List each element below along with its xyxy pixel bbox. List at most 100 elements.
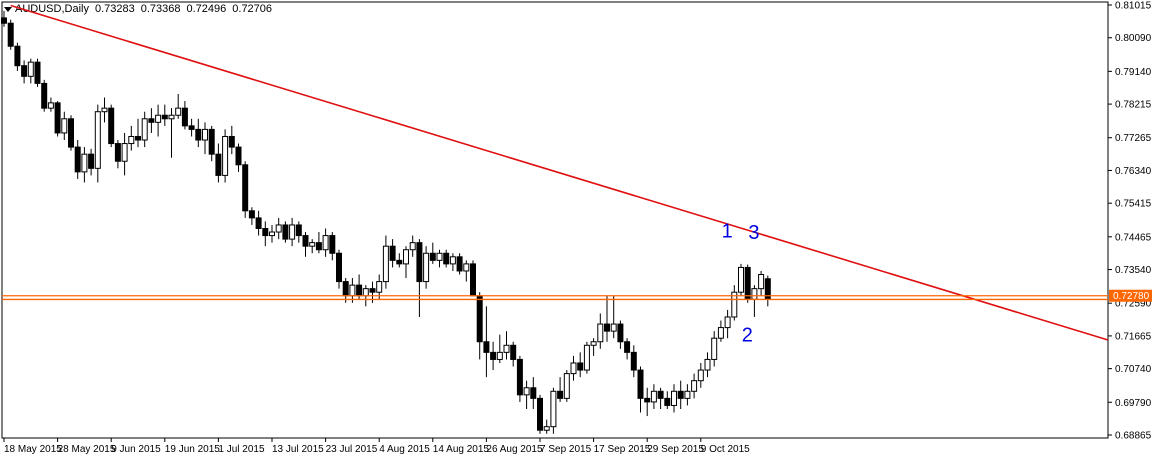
wave-label-2: 2: [742, 325, 753, 347]
candle-body: [61, 118, 68, 134]
candle-body: [88, 153, 95, 169]
candle-body: [617, 323, 624, 343]
candle-body: [550, 390, 557, 428]
price-tick-label: 0.81015: [1115, 1, 1152, 12]
candle-body: [262, 227, 269, 237]
candle-body: [376, 281, 383, 293]
time-tick-label: 29 Sep 2015: [647, 444, 704, 455]
candle-body: [577, 362, 584, 371]
candle-body: [429, 252, 436, 261]
time-tick-label: 19 Jun 2015: [165, 444, 220, 455]
candle-body: [583, 344, 590, 371]
symbol-menu-icon[interactable]: [4, 6, 12, 12]
chart-frame: [1, 1, 1109, 439]
candle-body: [630, 351, 637, 371]
time-tick-label: 28 May 2015: [58, 444, 116, 455]
candle-body: [1, 17, 7, 24]
candle-body: [470, 263, 476, 297]
price-tick-label: 0.79140: [1115, 67, 1152, 78]
time-tick-label: 13 Jul 2015: [272, 444, 324, 455]
candle-body: [711, 337, 718, 360]
candle-body: [691, 380, 698, 392]
candle-body: [510, 344, 517, 360]
candle-body: [657, 390, 664, 399]
candle-body: [242, 164, 249, 212]
plot-border: [1, 1, 1109, 439]
candle-body: [208, 128, 215, 155]
candle-body: [496, 351, 503, 360]
price-tick-label: 0.72590: [1115, 299, 1152, 310]
candle-body: [530, 387, 537, 399]
candle-body: [74, 146, 81, 173]
price-tick-label: 0.73540: [1115, 265, 1152, 276]
candle-body: [557, 390, 564, 399]
candle-body: [362, 288, 369, 297]
wave-labels: 1 2 3: [722, 220, 760, 346]
candle-body: [476, 295, 483, 343]
candle-body: [315, 242, 322, 251]
candle-series: [1, 10, 771, 434]
candle-body: [389, 245, 396, 261]
candle-body: [624, 341, 631, 353]
candle-body: [590, 341, 597, 346]
candle-body: [543, 426, 550, 431]
price-tick-label: 0.68865: [1115, 431, 1152, 442]
time-tick-label: 18 May 2015: [4, 444, 62, 455]
candle-body: [121, 143, 128, 162]
candle-body: [282, 224, 289, 240]
chart-header: AUDUSD,Daily 0.73283 0.73368 0.72496 0.72706: [4, 3, 278, 15]
time-tick-label: 23 Jul 2015: [326, 444, 378, 455]
candle-body: [523, 387, 530, 396]
candle-body: [155, 114, 162, 123]
candle-body: [168, 114, 175, 120]
candle-body: [604, 323, 610, 332]
candle-body: [751, 288, 758, 300]
candle-body: [41, 82, 48, 109]
candle-body: [275, 224, 282, 233]
candle-body: [516, 358, 523, 396]
candle-body: [403, 249, 409, 265]
price-tick-label: 0.78215: [1115, 100, 1152, 111]
candle-body: [181, 107, 188, 127]
candle-body: [650, 390, 657, 403]
candle-body: [396, 259, 403, 265]
price-tick-label: 0.75415: [1115, 199, 1152, 210]
candle-body: [101, 107, 108, 113]
candle-body: [731, 291, 738, 318]
candle-body: [161, 114, 168, 120]
candle-body: [222, 135, 229, 176]
candle-body: [724, 316, 731, 329]
candle-body: [664, 397, 671, 406]
candle-body: [329, 235, 336, 254]
time-tick-label: 7 Sep 2015: [540, 444, 592, 455]
candle-body: [443, 252, 450, 265]
candle-body: [322, 235, 329, 251]
candle-body: [135, 135, 141, 141]
candle-body: [671, 390, 677, 406]
price-tick-label: 0.70740: [1115, 364, 1152, 375]
price-axis: 0.81015 0.80090 0.79140 0.78215 0.77265 0.763…: [1108, 1, 1152, 442]
candle-body: [302, 235, 309, 247]
candle-body: [369, 288, 376, 293]
candle-body: [255, 217, 262, 229]
candle-body: [610, 323, 617, 332]
candle-body: [644, 397, 651, 403]
time-tick-label: 14 Aug 2015: [433, 444, 490, 455]
candle-body: [141, 118, 148, 141]
candle-body: [463, 263, 470, 272]
ohlc-high: 0.73368: [140, 3, 181, 15]
candle-body: [537, 397, 543, 431]
candle-body: [202, 128, 208, 141]
candle-body: [47, 102, 54, 109]
candle-body: [483, 341, 490, 353]
candle-body: [449, 256, 456, 265]
candle-body: [14, 45, 21, 67]
candle-body: [309, 242, 316, 247]
time-tick-label: 1 Jul 2015: [218, 444, 265, 455]
candle-body: [490, 351, 497, 360]
candle-body: [81, 153, 88, 173]
candle-body: [717, 327, 724, 339]
time-tick-label: 17 Sep 2015: [594, 444, 651, 455]
candle-body: [148, 118, 155, 123]
